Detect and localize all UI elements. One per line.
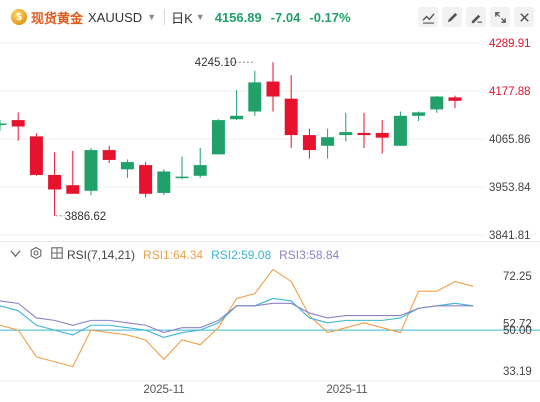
candle[interactable] (448, 95, 462, 109)
candle-body (48, 174, 62, 190)
candle[interactable] (248, 70, 262, 116)
price-candlestick-chart[interactable]: 4289.91 4177.88 4065.86 3953.84 3841.81 4245… (0, 34, 540, 239)
chart-header: $ 现货黄金 XAUUSD ▼ 日K ▼ 4156.89 -7.04 -0.17… (0, 0, 540, 34)
gold-coin-icon: $ (11, 9, 27, 25)
candle[interactable] (84, 147, 98, 196)
header-divider (164, 9, 166, 25)
candle-body (11, 120, 25, 127)
candle-body (266, 81, 280, 97)
rsi1-value: RSI1:64.34 (143, 247, 204, 262)
price-tick-label: 4065.86 (489, 134, 531, 146)
price-tick-label: 3953.84 (489, 182, 531, 194)
rsi-tick-label: 52.72 (503, 319, 532, 331)
rsi-tick-label: 50.00 (503, 325, 532, 337)
candle-body (157, 171, 171, 193)
candle-body (139, 165, 153, 194)
candle-body (193, 165, 207, 176)
candle-body (430, 96, 444, 110)
candle[interactable] (102, 145, 116, 163)
period-chevron-down-icon[interactable]: ▼ (195, 12, 205, 22)
candle-body (284, 98, 298, 136)
candle[interactable] (120, 159, 134, 178)
rsi-title: RSI(7,14,21) (67, 247, 136, 262)
pencil-icon[interactable] (442, 7, 462, 27)
rsi2-value: RSI2:59.08 (211, 247, 272, 262)
x-axis-date-label: 2025-11 (143, 384, 184, 396)
candle[interactable] (11, 112, 25, 141)
candle[interactable] (29, 133, 43, 176)
candle[interactable] (157, 169, 171, 196)
candle[interactable] (393, 111, 407, 146)
symbol-label[interactable]: XAUUSD (88, 9, 143, 25)
candle-body (84, 150, 98, 191)
candle-body (448, 97, 462, 101)
candle-body (120, 162, 134, 170)
price-tick-label: 4177.88 (489, 86, 531, 98)
last-price: 4156.89 (214, 9, 262, 25)
rsi-series-rsi2 (0, 297, 474, 338)
candle[interactable] (321, 128, 335, 159)
rsi-tick-label: 33.19 (503, 366, 532, 378)
candle[interactable] (412, 111, 426, 121)
settings-icon[interactable] (30, 246, 42, 262)
candle-body (321, 137, 335, 146)
period-selector[interactable]: 日K (171, 10, 193, 26)
line-chart-icon[interactable] (418, 7, 438, 27)
candle[interactable] (66, 150, 80, 194)
instrument-name[interactable]: 现货黄金 (31, 10, 84, 26)
price-tick-label: 4289.91 (489, 38, 531, 50)
candle-body (230, 115, 244, 120)
candle-body (393, 115, 407, 146)
rsi-header: RSI(7,14,21) RSI1:64.34 RSI2:59.08 RSI3:… (10, 246, 340, 262)
candle[interactable] (302, 128, 316, 159)
indicator-menu-icon[interactable] (51, 247, 63, 262)
candle[interactable] (430, 96, 444, 113)
candle-body (302, 135, 316, 151)
candle[interactable] (357, 112, 371, 148)
candle[interactable] (230, 90, 244, 121)
price-change-percent: -0.17% (309, 9, 351, 25)
low-annotation: 3886.62 (65, 211, 107, 223)
candle[interactable] (284, 75, 298, 148)
candle-body (248, 82, 262, 112)
candle-body (102, 150, 116, 160)
candle-body (412, 112, 426, 116)
x-axis-date-label: 2025-11 (326, 384, 367, 396)
draw-tool-icon[interactable] (466, 7, 486, 27)
candle-body (339, 132, 353, 136)
expand-icon[interactable] (490, 7, 510, 27)
candle-body (211, 120, 225, 155)
candle-body (175, 176, 189, 179)
candle-body (0, 123, 7, 126)
chevron-down-icon[interactable]: ▼ (147, 12, 157, 22)
rsi-series-rsi1 (0, 268, 474, 368)
hide-indicator-icon[interactable] (10, 248, 21, 262)
high-annotation: 4245.10 (195, 57, 237, 69)
rsi-series-rsi3 (0, 300, 474, 334)
candle[interactable] (175, 156, 189, 180)
candle[interactable] (139, 162, 153, 198)
candle[interactable] (48, 152, 62, 216)
candle[interactable] (0, 120, 7, 131)
candle-body (66, 185, 80, 194)
panel-divider (0, 241, 540, 242)
candle-body (357, 132, 371, 136)
price-change: -7.04 (270, 9, 301, 25)
price-tick-label: 3841.81 (489, 230, 531, 239)
candle[interactable] (193, 147, 207, 178)
close-icon[interactable] (514, 7, 534, 27)
candle[interactable] (266, 62, 280, 112)
chart-toolbar (418, 7, 534, 27)
rsi3-value: RSI3:58.84 (279, 247, 340, 262)
candle[interactable] (211, 119, 225, 155)
candle[interactable] (339, 112, 353, 142)
rsi-tick-label: 72.25 (503, 271, 532, 283)
candle-body (29, 136, 43, 175)
candle-body (375, 132, 389, 138)
candle[interactable] (375, 120, 389, 154)
